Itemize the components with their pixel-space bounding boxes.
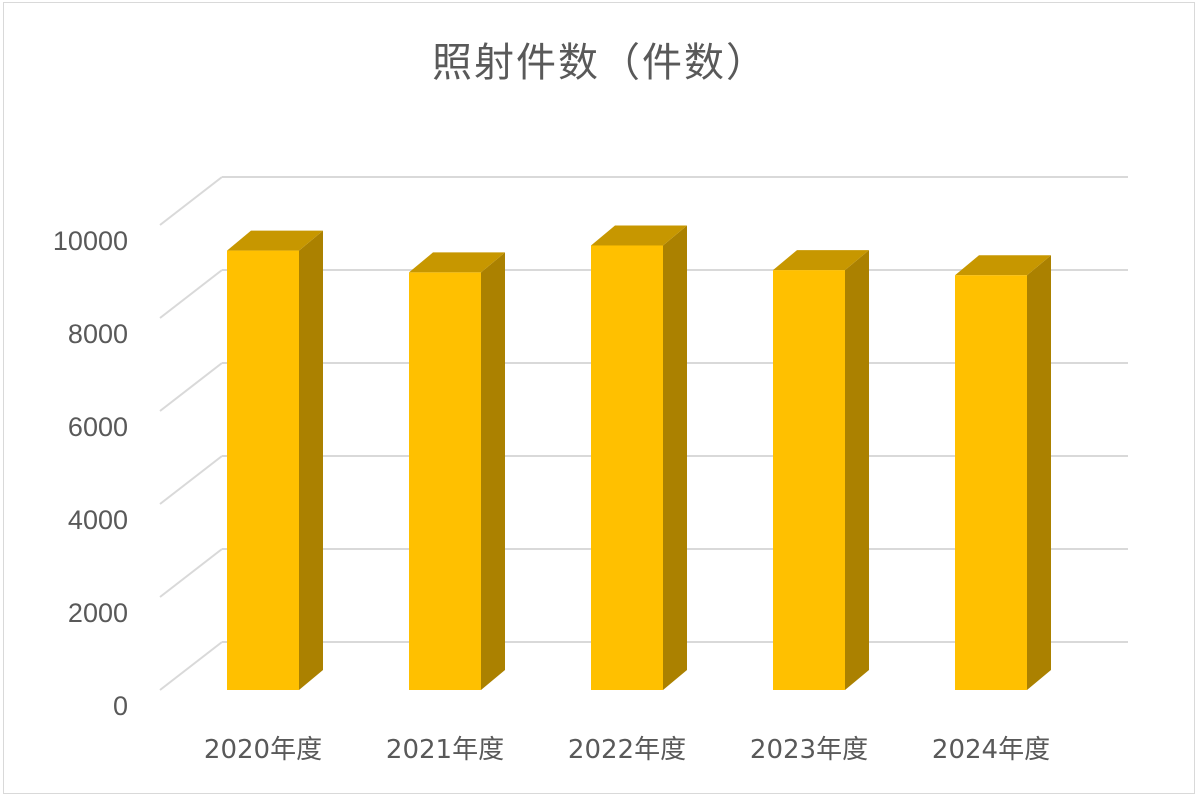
x-tick-label: 2023年度 <box>750 735 868 765</box>
bar-side <box>299 230 323 690</box>
bar-top <box>591 225 687 246</box>
y-tick-label: 8000 <box>68 319 128 349</box>
bar-side <box>845 250 869 691</box>
x-tick-label: 2022年度 <box>568 735 686 765</box>
bar-side <box>481 252 505 690</box>
y-tick-label: 2000 <box>68 598 128 628</box>
x-tick-label: 2024年度 <box>932 735 1050 765</box>
y-tick-label: 10000 <box>53 226 128 256</box>
x-tick-label: 2020年度 <box>204 735 322 765</box>
bar-side <box>1027 255 1051 690</box>
y-tick-label: 0 <box>113 691 128 721</box>
bar-top <box>409 252 505 273</box>
gridline-diagonal <box>159 455 223 505</box>
gridline-diagonal <box>159 269 223 319</box>
y-tick-label: 6000 <box>68 412 128 442</box>
bar-side <box>663 225 687 690</box>
bar <box>773 270 845 690</box>
gridline-diagonal <box>159 548 223 598</box>
bar-top <box>955 255 1051 276</box>
bar <box>955 275 1027 690</box>
chart-title: 照射件数（件数） <box>432 40 768 86</box>
x-tick-label: 2021年度 <box>386 735 504 765</box>
bar <box>409 272 481 690</box>
bar <box>591 245 663 690</box>
bar-top <box>227 230 323 251</box>
gridline-diagonal <box>159 176 223 226</box>
gridline-diagonal <box>159 362 223 412</box>
gridline-diagonal <box>159 641 223 691</box>
bar-top <box>773 250 869 271</box>
y-tick-label: 4000 <box>68 505 128 535</box>
bar <box>227 250 299 690</box>
